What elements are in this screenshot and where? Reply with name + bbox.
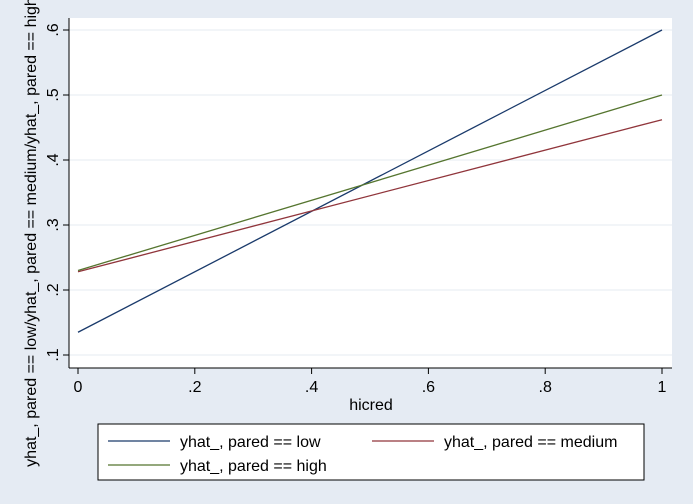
x-tick-label: .6 <box>422 379 435 396</box>
y-axis-title: yhat_, pared == low/yhat_, pared == medi… <box>23 0 40 467</box>
series-lines <box>77 29 663 333</box>
x-axis-ticks: 0 .2 .4 .6 .8 1 <box>74 368 667 396</box>
plot-area <box>69 18 672 368</box>
x-tick-label: .8 <box>539 379 552 396</box>
x-axis-title: hicred <box>349 397 393 414</box>
legend: yhat_, pared == low yhat_, pared == mediu… <box>108 434 617 475</box>
y-tick-label: .2 <box>45 283 62 296</box>
y-axis-ticks: .1 .2 .3 .4 .5 .6 <box>45 23 69 362</box>
legend-label: yhat_, pared == high <box>180 458 327 475</box>
x-tick-label: 1 <box>658 379 667 396</box>
y-tick-label: .5 <box>45 88 62 101</box>
legend-label: yhat_, pared == low <box>180 434 321 451</box>
legend-label: yhat_, pared == medium <box>444 434 617 451</box>
legend-box <box>97 423 645 481</box>
series-line <box>77 29 663 333</box>
grid-lines <box>69 29 672 356</box>
series-line <box>77 119 663 273</box>
y-tick-label: .3 <box>45 218 62 231</box>
y-tick-label: .4 <box>45 153 62 166</box>
y-tick-label: .1 <box>45 348 62 361</box>
y-tick-label: .6 <box>45 23 62 36</box>
x-tick-label: .4 <box>305 379 318 396</box>
x-tick-label: .2 <box>188 379 201 396</box>
x-tick-label: 0 <box>74 379 83 396</box>
series-line <box>77 94 663 272</box>
